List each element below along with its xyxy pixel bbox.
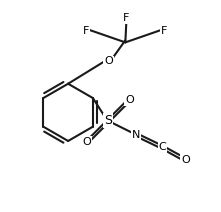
Text: F: F (161, 26, 168, 36)
Text: N: N (132, 130, 140, 140)
Text: O: O (83, 137, 91, 147)
Text: F: F (123, 13, 130, 23)
Text: O: O (125, 95, 134, 105)
Text: F: F (83, 26, 89, 36)
Text: O: O (104, 56, 113, 67)
Text: S: S (104, 114, 112, 127)
Text: C: C (158, 142, 166, 152)
Text: O: O (181, 155, 190, 165)
